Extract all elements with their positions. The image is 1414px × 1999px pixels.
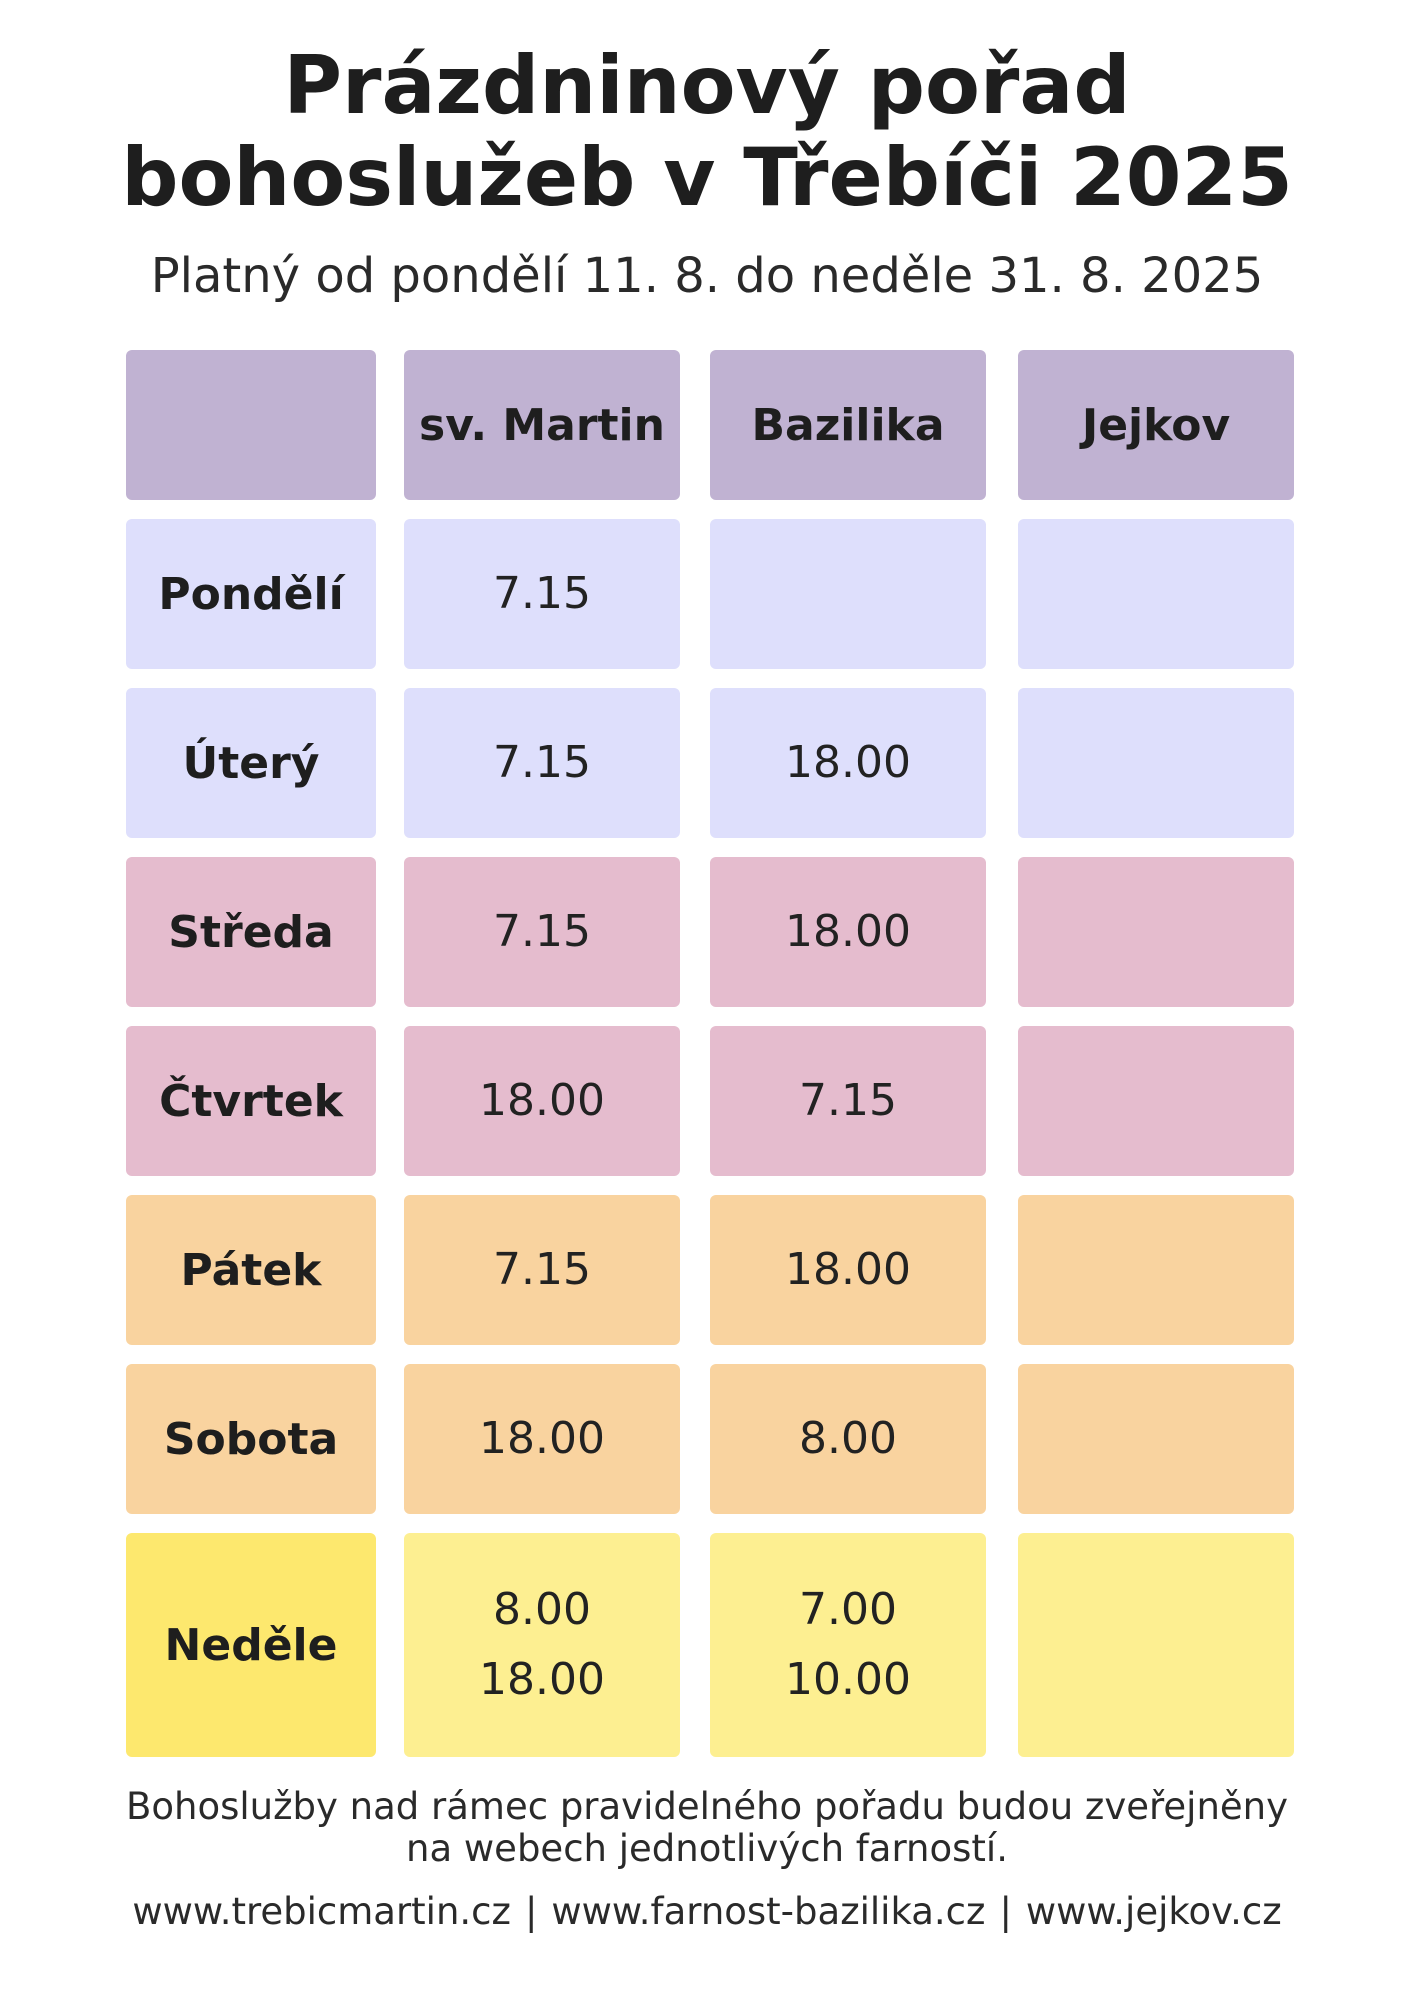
table-row: Sobota 18.00 8.00 (126, 1364, 1294, 1514)
table-row: Středa 7.15 18.00 (126, 857, 1294, 1007)
footer-note-line-1: Bohoslužby nad rámec pravidelného pořadu… (125, 1785, 1289, 1828)
header-sv-martin: sv. Martin (404, 350, 680, 500)
mass-time: 18.00 (479, 1413, 605, 1464)
time-cell-jejkov (1018, 519, 1294, 669)
time-cell-bazilika: 18.00 (710, 1195, 986, 1345)
day-cell: Úterý (126, 688, 376, 838)
link-separator: | (524, 1890, 538, 1933)
link-farnost-bazilika[interactable]: www.farnost-bazilika.cz (551, 1890, 986, 1933)
time-cell-sv-martin: 7.15 (404, 1195, 680, 1345)
time-cell-bazilika: 7.15 (710, 1026, 986, 1176)
time-cell-jejkov (1018, 688, 1294, 838)
time-cell-sv-martin: 7.15 (404, 857, 680, 1007)
time-cell-bazilika (710, 519, 986, 669)
mass-time: 18.00 (785, 906, 911, 957)
time-cell-bazilika: 18.00 (710, 857, 986, 1007)
day-cell: Sobota (126, 1364, 376, 1514)
link-jejkov[interactable]: www.jejkov.cz (1025, 1890, 1282, 1933)
mass-time: 7.15 (493, 737, 591, 788)
time-cell-jejkov (1018, 1026, 1294, 1176)
link-trebicmartin[interactable]: www.trebicmartin.cz (132, 1890, 511, 1933)
mass-time: 8.00 (799, 1413, 897, 1464)
mass-time: 18.00 (479, 1075, 605, 1126)
mass-time: 18.00 (479, 1654, 605, 1705)
time-cell-jejkov (1018, 857, 1294, 1007)
footer-note-line-2: na webech jednotlivých farností. (406, 1827, 1008, 1870)
time-cell-sv-martin: 7.15 (404, 688, 680, 838)
table-row: Čtvrtek 18.00 7.15 (126, 1026, 1294, 1176)
table-row: Neděle 8.00 18.00 7.00 10.00 (126, 1533, 1294, 1757)
footer-links: www.trebicmartin.cz | www.farnost-bazilika… (0, 1888, 1414, 1936)
title-line-2: bohoslužeb v Třebíči 2025 (121, 131, 1293, 224)
title-line-1: Prázdninový pořad (283, 39, 1131, 132)
footer-note: Bohoslužby nad rámec pravidelného pořadu… (0, 1786, 1414, 1870)
time-cell-sv-martin: 18.00 (404, 1364, 680, 1514)
mass-time: 7.15 (493, 1244, 591, 1295)
mass-time: 18.00 (785, 1244, 911, 1295)
mass-time: 7.00 (799, 1584, 897, 1635)
table-row: Pátek 7.15 18.00 (126, 1195, 1294, 1345)
header-bazilika: Bazilika (710, 350, 986, 500)
mass-time: 18.00 (785, 737, 911, 788)
time-cell-bazilika: 8.00 (710, 1364, 986, 1514)
mass-time: 7.15 (493, 906, 591, 957)
schedule-table: sv. Martin Bazilika Jejkov Pondělí 7.15 Út… (126, 350, 1294, 1776)
time-cell-jejkov (1018, 1195, 1294, 1345)
table-row: Úterý 7.15 18.00 (126, 688, 1294, 838)
day-cell: Pátek (126, 1195, 376, 1345)
time-cell-sv-martin: 7.15 (404, 519, 680, 669)
time-cell-sv-martin: 18.00 (404, 1026, 680, 1176)
table-body: Pondělí 7.15 Úterý 7.15 18.00 Středa 7.15 18.00… (126, 519, 1294, 1757)
day-cell: Čtvrtek (126, 1026, 376, 1176)
table-row: Pondělí 7.15 (126, 519, 1294, 669)
time-cell-sv-martin: 8.00 18.00 (404, 1533, 680, 1757)
time-cell-bazilika: 18.00 (710, 688, 986, 838)
mass-time: 7.15 (493, 568, 591, 619)
mass-time: 7.15 (799, 1075, 897, 1126)
time-cell-jejkov (1018, 1533, 1294, 1757)
header-cell-empty (126, 350, 376, 500)
time-cell-jejkov (1018, 1364, 1294, 1514)
page-title: Prázdninový pořad bohoslužeb v Třebíči 2… (0, 40, 1414, 224)
mass-time: 8.00 (493, 1584, 591, 1635)
day-cell: Neděle (126, 1533, 376, 1757)
link-separator: | (999, 1890, 1012, 1933)
day-cell: Pondělí (126, 519, 376, 669)
validity-subtitle: Platný od pondělí 11. 8. do neděle 31. 8… (150, 248, 1264, 304)
time-cell-bazilika: 7.00 10.00 (710, 1533, 986, 1757)
header-jejkov: Jejkov (1018, 350, 1294, 500)
day-cell: Středa (126, 857, 376, 1007)
table-header-row: sv. Martin Bazilika Jejkov (126, 350, 1294, 500)
mass-time: 10.00 (785, 1654, 911, 1705)
